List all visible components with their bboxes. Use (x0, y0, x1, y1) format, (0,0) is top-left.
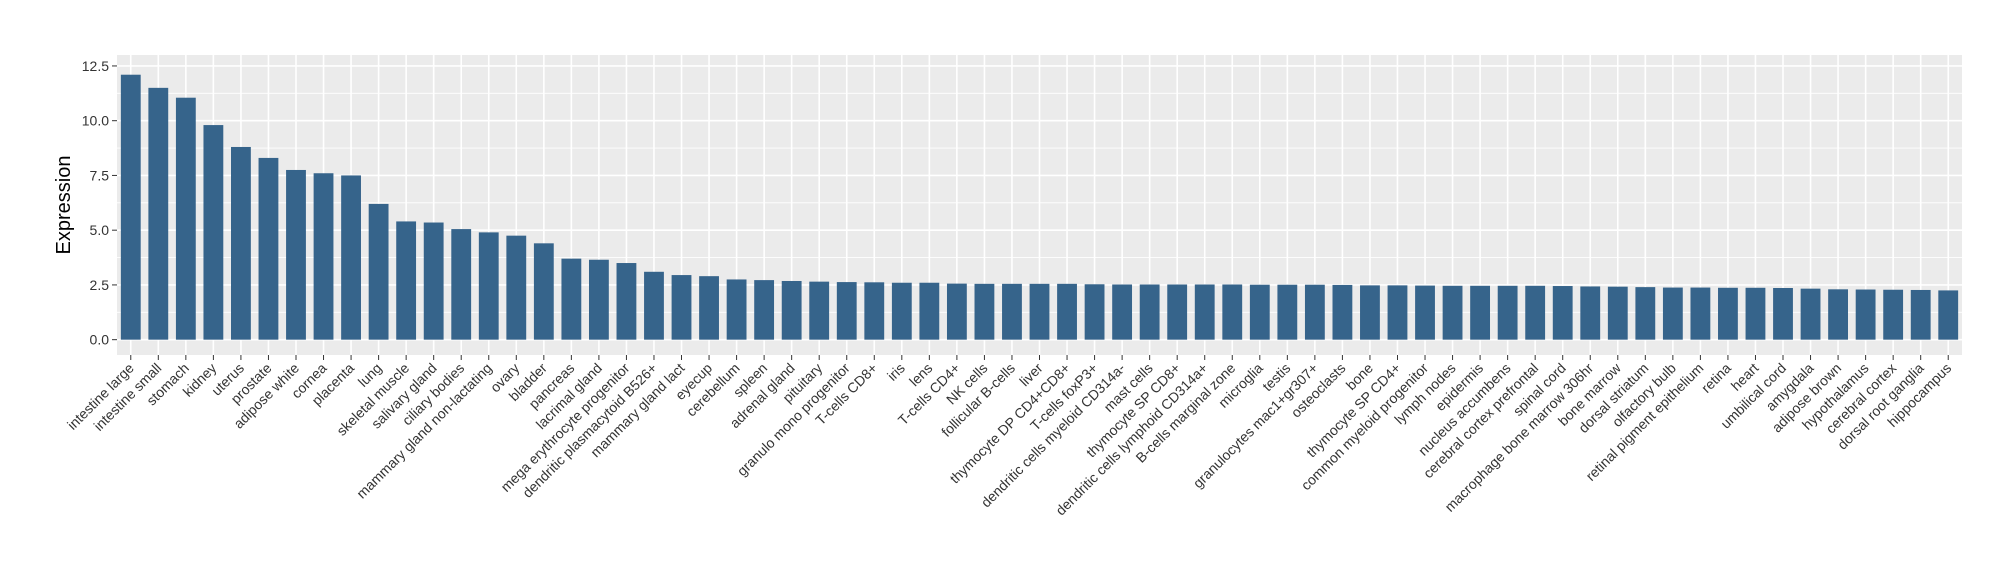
bar (1745, 287, 1766, 340)
bar (1552, 286, 1573, 340)
bar (1855, 289, 1876, 340)
bar (588, 259, 609, 340)
bar (451, 229, 472, 340)
y-axis-ticks: 0.0 2.5 5.0 7.5 10.0 12.5 (82, 58, 117, 348)
bar (203, 125, 224, 340)
bar (120, 74, 141, 340)
bar (368, 203, 389, 340)
bar (946, 283, 967, 340)
bar (1718, 287, 1738, 340)
bar (1662, 287, 1683, 340)
bar (561, 258, 582, 340)
bar (1304, 284, 1325, 340)
bar (1773, 287, 1793, 340)
bar (1222, 284, 1243, 340)
bar (1360, 285, 1380, 340)
bar (974, 283, 995, 340)
bar (781, 280, 802, 340)
bar (533, 243, 554, 340)
bar (644, 271, 664, 340)
bar (1194, 284, 1215, 340)
bar (1828, 289, 1848, 340)
bar (754, 280, 775, 340)
bar (1607, 286, 1628, 340)
bar (1167, 284, 1188, 340)
bar (1690, 287, 1711, 340)
bar (1910, 289, 1931, 340)
bar (1387, 285, 1408, 340)
bar (286, 169, 306, 340)
bar (891, 282, 912, 340)
bar (1277, 284, 1298, 340)
bar (1112, 284, 1133, 340)
x-tick-label: iris (884, 360, 908, 384)
bar (671, 275, 692, 340)
y-axis-title: Expression (53, 156, 75, 255)
bar (919, 282, 940, 340)
bar (1442, 285, 1463, 340)
bar (809, 281, 830, 340)
bar (396, 221, 417, 340)
y-tick-label: 5.0 (90, 222, 110, 238)
bar (1139, 284, 1160, 340)
bar (616, 263, 637, 340)
bar (1470, 285, 1491, 340)
bar (148, 87, 169, 340)
bar (1029, 283, 1050, 340)
bar (175, 97, 196, 340)
bar (231, 146, 251, 340)
bar (836, 282, 857, 340)
bar (1084, 284, 1105, 340)
y-tick-label: 0.0 (90, 332, 110, 348)
bar (699, 276, 719, 340)
bar (423, 222, 444, 340)
bar (313, 173, 334, 340)
x-tick-label: retina (1698, 360, 1734, 396)
bar (341, 175, 361, 340)
bar (864, 282, 885, 340)
bar (506, 235, 527, 340)
y-tick-label: 10.0 (82, 113, 109, 129)
y-tick-label: 7.5 (90, 167, 110, 183)
bar (1800, 288, 1821, 340)
bar (1057, 283, 1077, 340)
bar (1883, 289, 1904, 340)
bar (1332, 284, 1353, 340)
bars (120, 74, 1959, 340)
bar (1497, 285, 1518, 340)
bar (1249, 284, 1270, 340)
bar (1002, 283, 1022, 340)
bar (1525, 285, 1546, 340)
bar (1415, 285, 1435, 340)
y-tick-label: 2.5 (90, 277, 110, 293)
bar (1938, 290, 1959, 340)
bar (258, 157, 279, 340)
y-tick-label: 12.5 (82, 58, 109, 74)
bar (1635, 287, 1656, 340)
bar (1580, 286, 1601, 340)
bar (726, 279, 747, 340)
bar (478, 232, 499, 340)
